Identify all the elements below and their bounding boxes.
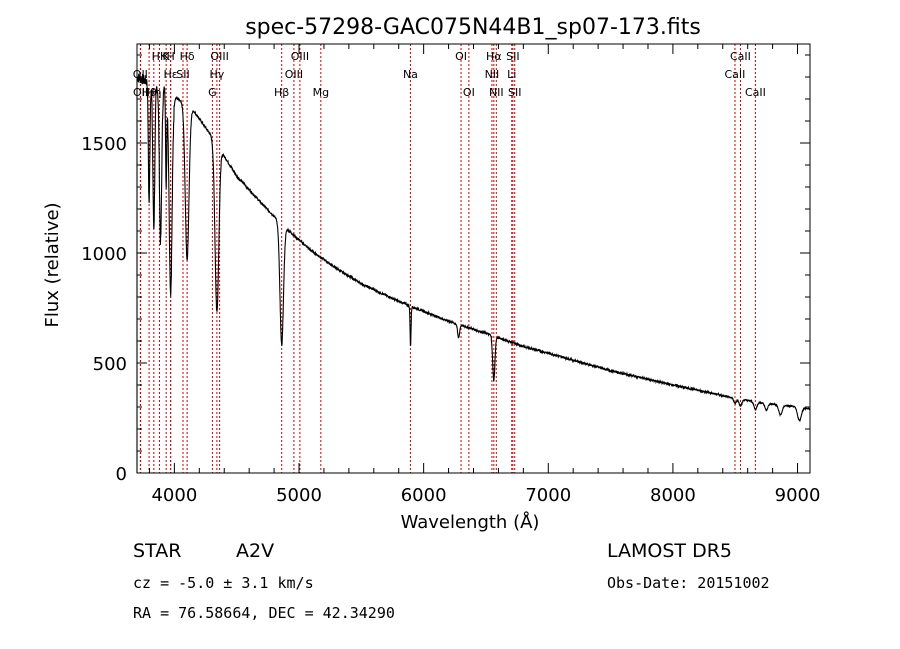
x-axis-label: Wavelength (Å): [401, 511, 540, 533]
redshift-text: cz = -5.0 ± 3.1 km/s: [133, 574, 314, 592]
object-subclass: A2V: [236, 540, 275, 562]
object-class: STAR: [133, 540, 182, 562]
coordinates-text: RA = 76.58664, DEC = 42.34290: [133, 604, 395, 622]
y-axis-label: Flux (relative): [42, 202, 63, 327]
line-marker-label: NII: [485, 68, 500, 81]
line-marker-label: Na: [403, 68, 418, 81]
x-tick-label: 6000: [401, 485, 447, 506]
line-markers: [139, 44, 756, 473]
line-marker-label: Hγ: [209, 68, 224, 81]
line-marker-label: CaII: [725, 68, 746, 81]
line-marker-label: OIII: [291, 50, 309, 63]
y-tick-label: 500: [93, 354, 127, 375]
plot-frame: [136, 43, 811, 474]
line-marker-label: H: [167, 50, 175, 63]
x-tick-label: 9000: [775, 485, 821, 506]
line-marker-label: Hη: [146, 86, 161, 99]
line-marker-label: Hθ: [142, 86, 157, 99]
survey-name: LAMOST DR5: [607, 540, 732, 562]
line-marker-label: SII: [506, 50, 519, 63]
line-marker-label: Hδ: [180, 50, 195, 63]
obs-date-text: Obs-Date: 20151002: [607, 574, 770, 592]
y-axis-ticks: 0 500 1000 1500: [81, 54, 810, 485]
line-marker-label: OI: [455, 50, 467, 63]
y-tick-label: 0: [116, 464, 127, 485]
spectrum-line: [136, 73, 811, 473]
line-marker-label: K: [163, 50, 171, 63]
line-marker-label: NII: [489, 86, 504, 99]
line-marker-label: Hε: [164, 68, 178, 81]
line-marker-label: OIII: [210, 50, 228, 63]
line-marker-label: CaII: [745, 86, 766, 99]
line-marker-label: SII: [508, 86, 521, 99]
line-marker-label: OIII: [285, 68, 303, 81]
y-tick-label: 1500: [81, 134, 127, 155]
line-marker-labels: OIIOIIHθHηHKKHHεSIIHδGHγOIIIHβOIIIOIIIMg…: [133, 50, 766, 99]
chart-title: spec-57298-GAC075N44B1_sp07-173.fits: [245, 15, 701, 40]
x-tick-label: 7000: [525, 485, 571, 506]
line-marker-label: HK: [152, 50, 168, 63]
y-tick-label: 1000: [81, 244, 127, 265]
line-marker-label: Hα: [486, 50, 502, 63]
x-tick-label: 4000: [151, 485, 197, 506]
x-axis-ticks: 4000 5000 6000 7000 8000 9000: [148, 44, 821, 506]
line-marker-label: SII: [176, 68, 189, 81]
line-marker-label: Li: [507, 68, 516, 81]
x-tick-label: 8000: [650, 485, 696, 506]
line-marker-label: Mg: [313, 86, 329, 99]
line-marker-label: G: [208, 86, 217, 99]
line-marker-label: CaII: [730, 50, 751, 63]
line-marker-label: Hβ: [274, 86, 289, 99]
line-marker-label: OI: [463, 86, 475, 99]
x-tick-label: 5000: [276, 485, 322, 506]
